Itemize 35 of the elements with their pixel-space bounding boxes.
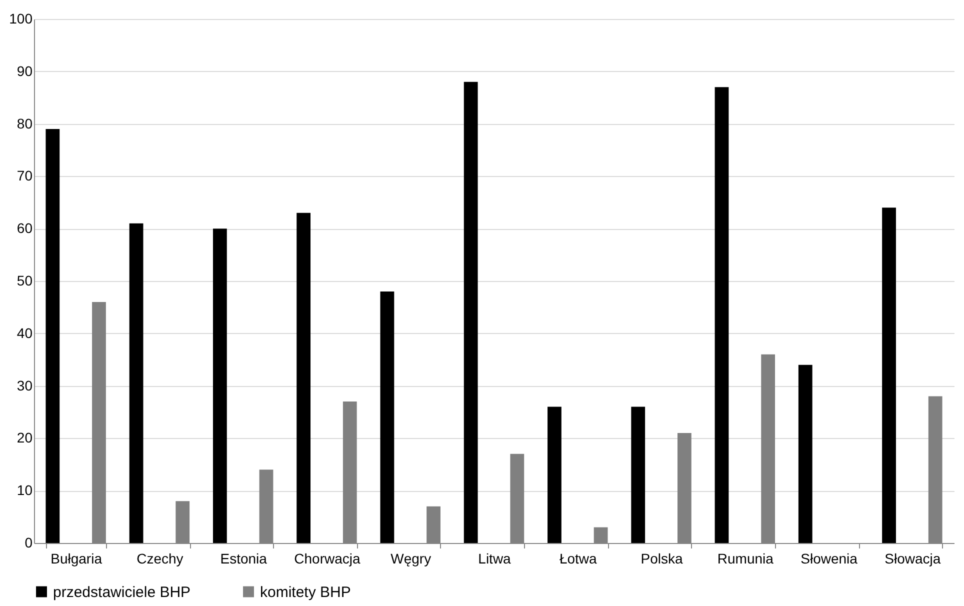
bar bbox=[798, 364, 812, 543]
y-tick-label: 0 bbox=[24, 534, 33, 550]
y-tick-label: 10 bbox=[16, 482, 33, 498]
legend-label: komitety BHP bbox=[260, 584, 351, 601]
bar bbox=[380, 291, 394, 543]
y-tick-label: 100 bbox=[9, 10, 33, 26]
x-tick-label: Litwa bbox=[478, 550, 512, 566]
bar bbox=[714, 87, 729, 543]
y-tick-label: 70 bbox=[16, 168, 33, 184]
bar bbox=[296, 212, 311, 543]
bar bbox=[46, 129, 60, 543]
bar bbox=[212, 228, 227, 543]
bar bbox=[548, 406, 562, 543]
x-tick-label: Estonia bbox=[220, 550, 268, 566]
legend-label: przedstawiciele BHP bbox=[53, 584, 191, 601]
x-tick-label: Rumunia bbox=[717, 550, 774, 566]
bar bbox=[464, 82, 478, 543]
x-tick-label: Węgry bbox=[390, 550, 432, 566]
bar bbox=[882, 208, 896, 543]
x-tick-label: Bułgaria bbox=[50, 550, 102, 566]
y-tick-label: 60 bbox=[16, 220, 33, 236]
bar bbox=[631, 406, 646, 543]
x-tick-label: Słowacja bbox=[884, 550, 941, 566]
y-tick-label: 20 bbox=[16, 430, 33, 446]
x-tick-label: Chorwacja bbox=[294, 550, 361, 566]
y-tick-label: 80 bbox=[16, 115, 33, 132]
y-tick-label: 50 bbox=[16, 272, 33, 288]
y-tick-label: 30 bbox=[16, 377, 33, 394]
x-tick-label: Czechy bbox=[136, 550, 184, 566]
x-tick-label: Polska bbox=[640, 550, 683, 566]
y-tick-label: 90 bbox=[16, 62, 33, 79]
bar bbox=[129, 223, 144, 543]
x-tick-label: Słowenia bbox=[800, 550, 858, 566]
x-tick-label: Łotwa bbox=[559, 550, 598, 566]
y-tick-label: 40 bbox=[16, 324, 33, 341]
